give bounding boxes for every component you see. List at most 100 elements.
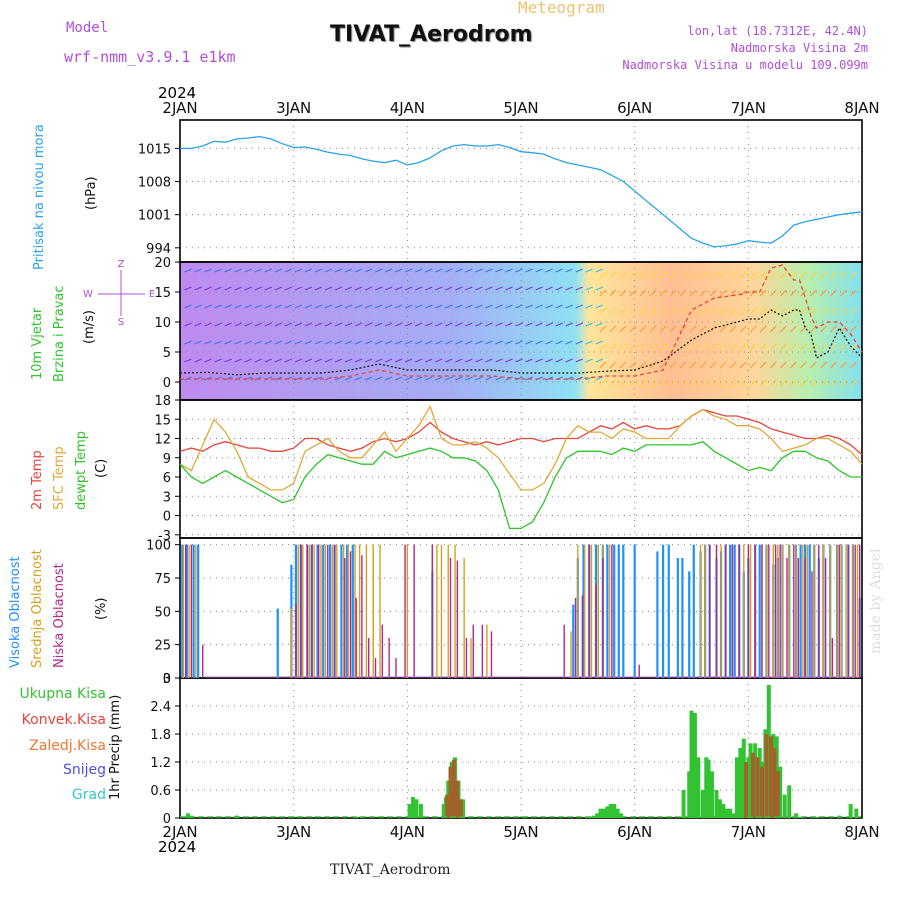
wind-barb bbox=[254, 340, 262, 345]
pressure-grid: 994 1001 1008 1015 bbox=[138, 120, 862, 262]
wind-barb bbox=[234, 322, 242, 327]
wind-barb bbox=[394, 376, 403, 381]
wind-barb bbox=[495, 286, 503, 291]
wind-barb bbox=[455, 340, 463, 345]
wind-barb bbox=[609, 271, 617, 279]
wind-barb bbox=[284, 286, 293, 291]
wind-barb bbox=[789, 307, 797, 315]
wind-barb bbox=[214, 340, 222, 345]
wind-barb bbox=[314, 340, 323, 345]
wind-barb bbox=[455, 286, 463, 291]
wind-barb bbox=[284, 268, 293, 273]
wind-barb bbox=[749, 379, 757, 387]
y-tick-label: 1015 bbox=[138, 142, 171, 157]
wind-barb bbox=[354, 340, 363, 345]
wind-barb bbox=[435, 358, 443, 363]
wind-barb bbox=[274, 286, 283, 291]
wind-barb bbox=[659, 307, 667, 315]
wind-barb bbox=[809, 271, 817, 279]
wind-barb bbox=[729, 379, 737, 387]
wind-barb bbox=[545, 322, 553, 327]
wind-barb bbox=[475, 304, 483, 309]
wind-barb bbox=[595, 322, 603, 327]
wind-barb bbox=[585, 304, 593, 309]
wind-barb bbox=[364, 322, 373, 327]
wind-barb bbox=[850, 361, 857, 369]
wind-barb bbox=[649, 307, 657, 315]
wind-barb bbox=[799, 289, 807, 297]
wind-barb bbox=[689, 379, 697, 387]
wind-barb bbox=[384, 268, 393, 273]
y-tick-label: 18 bbox=[154, 394, 171, 409]
wind-barb bbox=[545, 358, 553, 363]
wind-barb bbox=[820, 325, 827, 333]
wind-barb bbox=[354, 268, 363, 273]
wind-barb bbox=[679, 307, 687, 315]
wind-barb bbox=[525, 268, 533, 273]
wind-barb bbox=[515, 286, 523, 291]
compass-z-label: Z bbox=[118, 259, 125, 270]
wind-barb bbox=[384, 286, 393, 291]
wind-barb bbox=[769, 343, 777, 351]
wind-barb bbox=[515, 304, 523, 309]
wind-speed-line bbox=[179, 309, 863, 376]
precip-total-bar bbox=[689, 710, 694, 818]
wind-barb bbox=[575, 322, 583, 327]
wind-barb bbox=[599, 361, 607, 369]
wind-barb bbox=[304, 358, 313, 363]
wind-barb bbox=[629, 379, 637, 387]
wind-barb bbox=[820, 271, 827, 279]
x-tick-label-bottom: 3JAN bbox=[276, 823, 311, 841]
wind-barb bbox=[719, 325, 727, 333]
wind-barb bbox=[629, 325, 637, 333]
wind-barb bbox=[619, 271, 627, 279]
wind-barb bbox=[840, 379, 847, 387]
wind-barb bbox=[619, 307, 627, 315]
wind-barb bbox=[679, 289, 687, 297]
wind-barb bbox=[639, 307, 647, 315]
wind-barb bbox=[244, 340, 252, 345]
wind-barb bbox=[414, 286, 423, 291]
wind-barb bbox=[414, 358, 423, 363]
precip-total-bar bbox=[814, 817, 819, 818]
precip-total-bar bbox=[724, 808, 729, 818]
wind-barb bbox=[575, 340, 583, 345]
wind-barb bbox=[699, 307, 707, 315]
wind-barb bbox=[244, 358, 252, 363]
y-tick-label: 9 bbox=[163, 452, 171, 467]
wind-barb bbox=[224, 286, 232, 291]
wind-barb bbox=[769, 289, 777, 297]
wind-barb bbox=[404, 268, 413, 273]
wind-barb bbox=[649, 271, 657, 279]
wind-barb bbox=[830, 289, 837, 297]
compass-e-label: E bbox=[149, 289, 155, 300]
wind-barb bbox=[595, 358, 603, 363]
wind-barb bbox=[485, 340, 493, 345]
wind-barb bbox=[850, 325, 857, 333]
wind-barb bbox=[535, 286, 543, 291]
wind-barb bbox=[445, 304, 453, 309]
wind-barb bbox=[274, 358, 283, 363]
wind-barb bbox=[599, 379, 607, 387]
wind-barb bbox=[599, 289, 607, 297]
wind-barb bbox=[204, 322, 212, 327]
y-tick-label: 0.6 bbox=[150, 784, 171, 799]
wind-barb bbox=[495, 268, 503, 273]
wind-barb bbox=[669, 271, 677, 279]
wind-barb bbox=[414, 268, 423, 273]
wind-barb bbox=[565, 340, 573, 345]
wind-barb bbox=[475, 286, 483, 291]
wind-barb bbox=[565, 358, 573, 363]
precip-total-bar bbox=[700, 790, 705, 818]
wind-barb bbox=[599, 325, 607, 333]
wind-barb bbox=[659, 361, 667, 369]
wind-barb bbox=[515, 358, 523, 363]
temperature-frame bbox=[179, 399, 863, 539]
wind-barb bbox=[354, 358, 363, 363]
wind-barb bbox=[284, 358, 293, 363]
model-label: Model bbox=[66, 20, 109, 36]
wind-barb bbox=[414, 340, 423, 345]
x-tick-label-bottom: 7JAN bbox=[731, 823, 766, 841]
wind-barb bbox=[719, 361, 727, 369]
wind-barb bbox=[729, 343, 737, 351]
